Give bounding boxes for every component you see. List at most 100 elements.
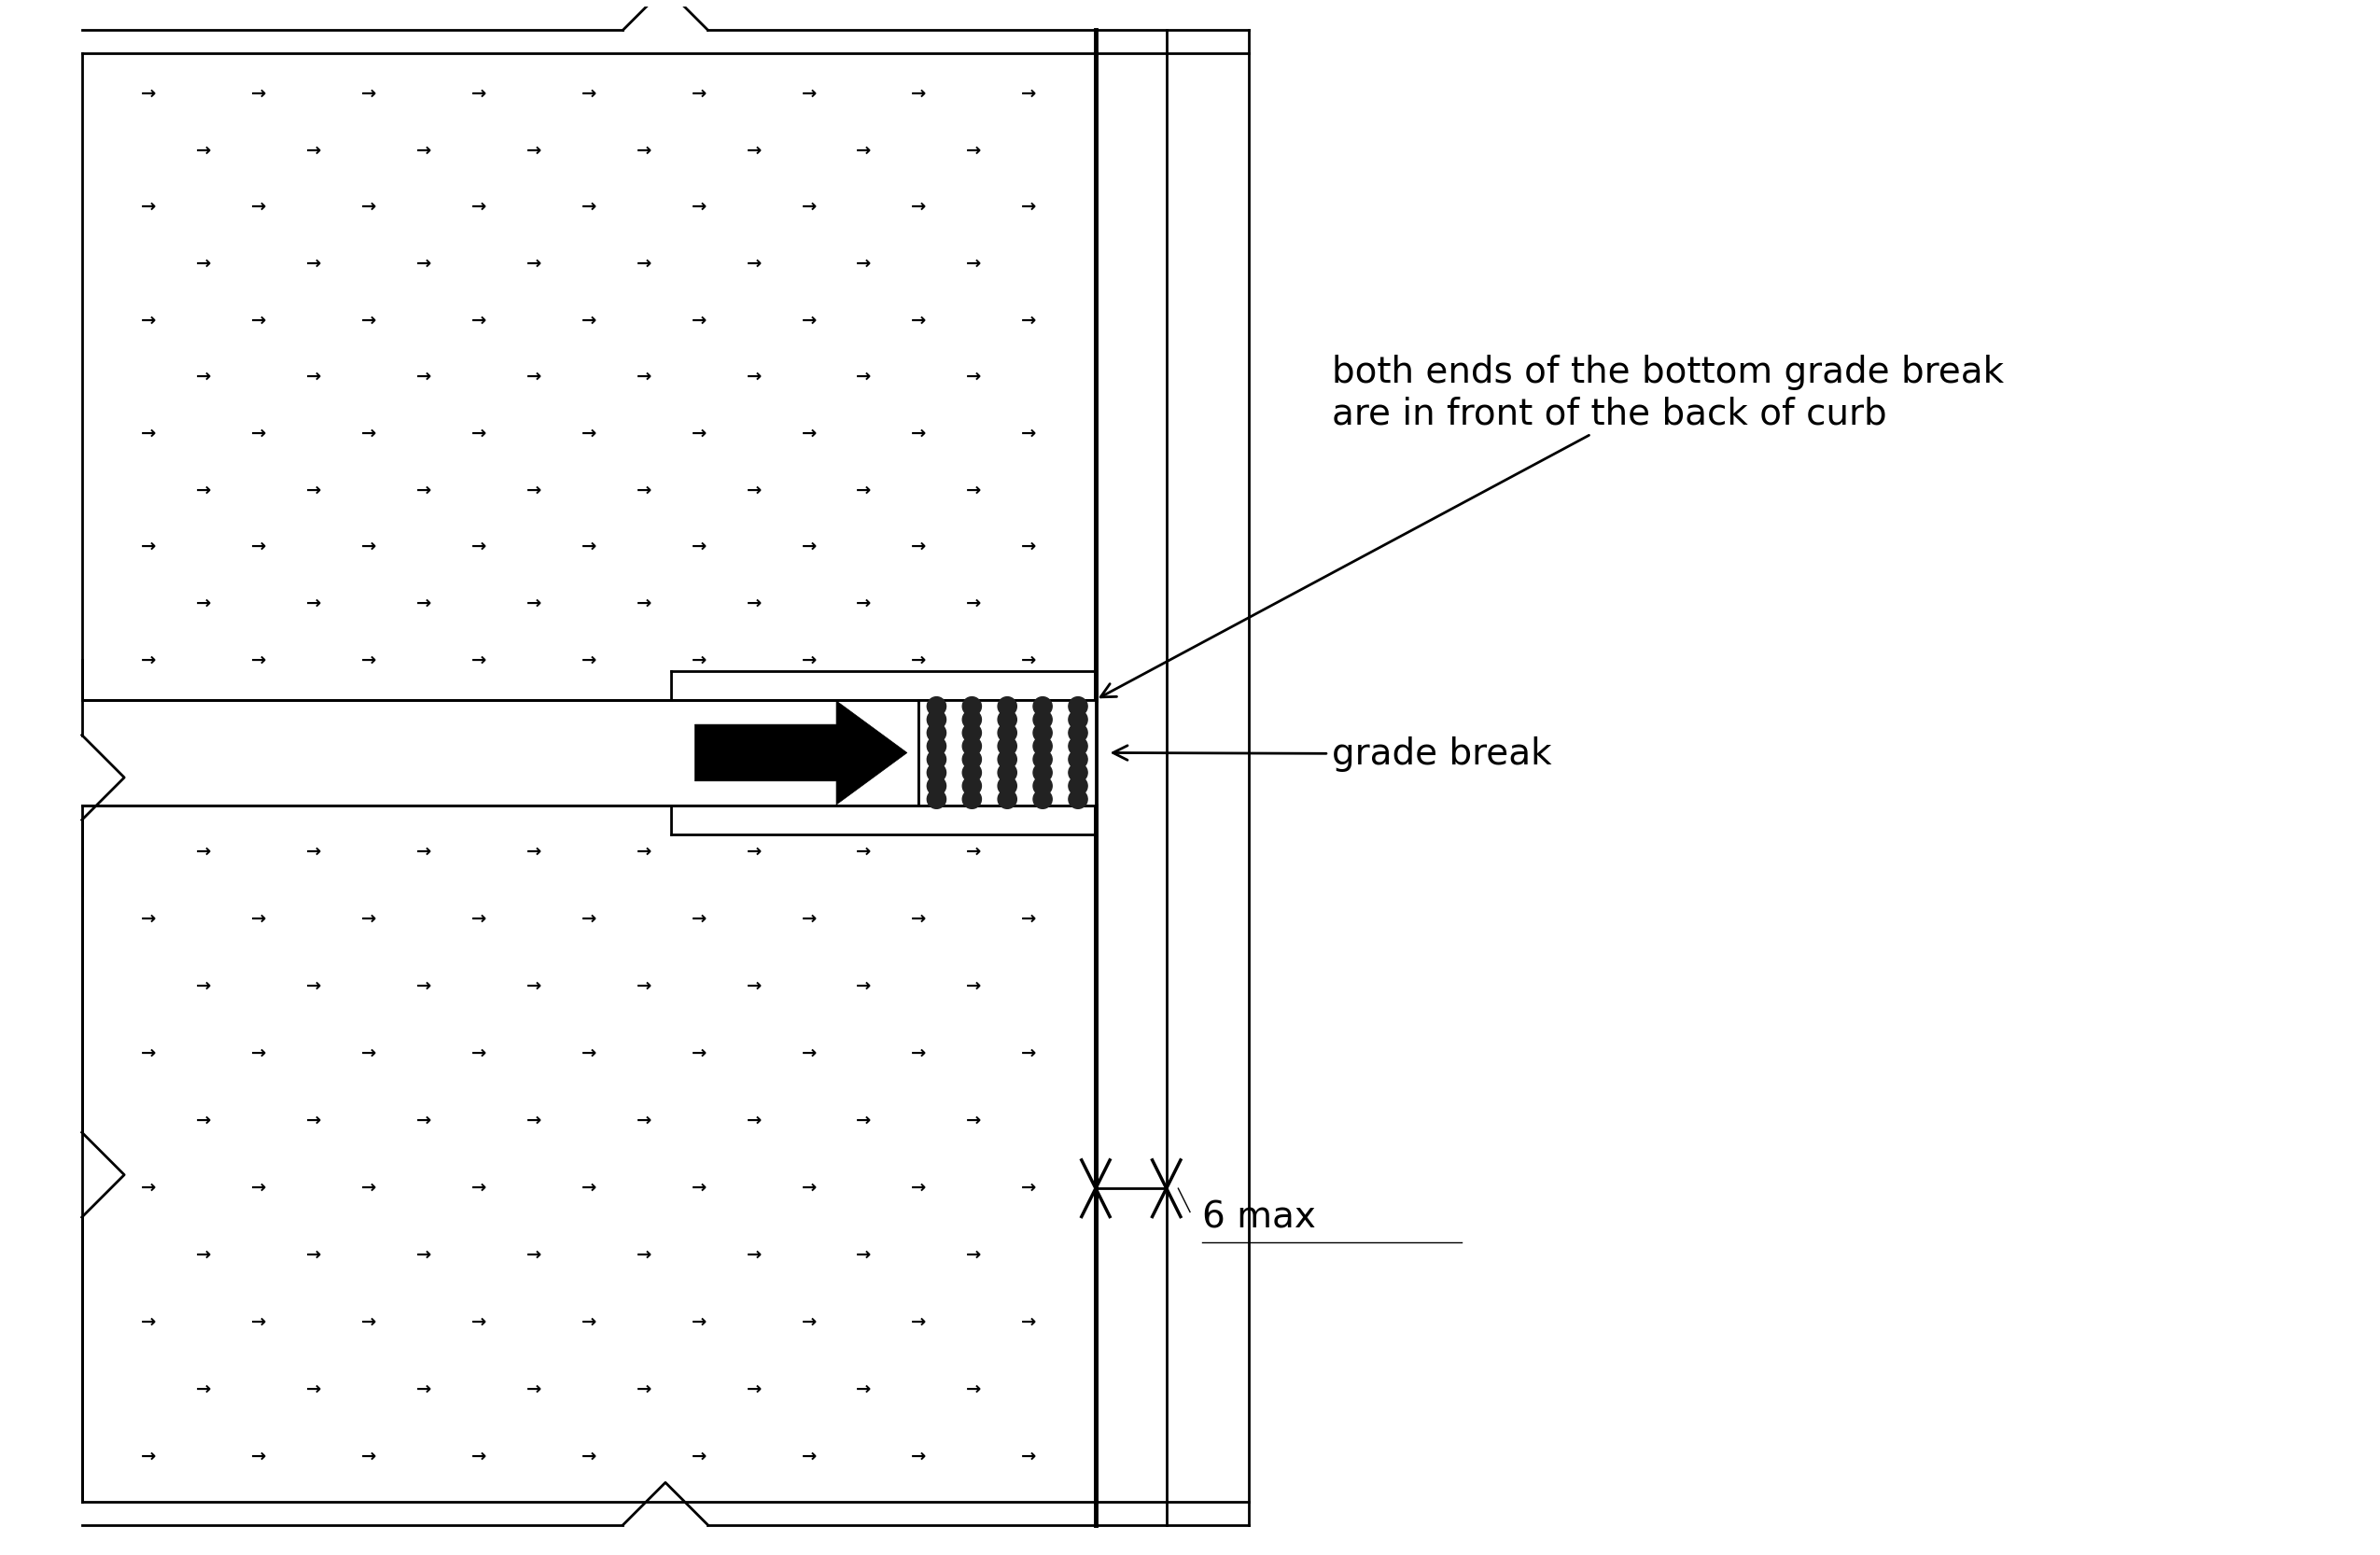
Text: →: →	[1021, 1179, 1038, 1196]
Circle shape	[997, 790, 1016, 809]
Text: →: →	[526, 142, 540, 159]
Circle shape	[997, 776, 1016, 795]
Text: →: →	[581, 86, 597, 103]
Text: →: →	[250, 311, 267, 330]
Text: →: →	[307, 594, 321, 611]
Text: →: →	[140, 538, 157, 555]
Circle shape	[928, 776, 945, 795]
Text: →: →	[912, 425, 926, 442]
Text: →: →	[195, 1379, 212, 1398]
Text: →: →	[250, 538, 267, 555]
Text: →: →	[140, 425, 157, 442]
Text: →: →	[195, 480, 212, 499]
Text: →: →	[307, 843, 321, 860]
Text: →: →	[581, 1043, 597, 1062]
Text: →: →	[747, 594, 762, 611]
Text: →: →	[471, 86, 486, 103]
Text: →: →	[526, 843, 540, 860]
Text: →: →	[966, 255, 981, 272]
Text: →: →	[307, 369, 321, 386]
Text: →: →	[635, 480, 652, 499]
Text: →: →	[857, 1379, 871, 1398]
Circle shape	[1033, 790, 1052, 809]
Circle shape	[997, 697, 1016, 715]
Text: →: →	[857, 255, 871, 272]
Text: →: →	[416, 255, 431, 272]
Text: →: →	[195, 369, 212, 386]
Text: →: →	[416, 843, 431, 860]
Text: →: →	[195, 843, 212, 860]
Polygon shape	[695, 701, 907, 804]
Text: →: →	[416, 142, 431, 159]
Text: →: →	[250, 86, 267, 103]
Text: grade break: grade break	[1114, 736, 1552, 771]
Circle shape	[1069, 737, 1088, 756]
Text: →: →	[802, 311, 816, 330]
Text: →: →	[912, 650, 926, 669]
Text: →: →	[635, 142, 652, 159]
Text: →: →	[802, 1448, 816, 1465]
Text: →: →	[857, 480, 871, 499]
Text: →: →	[635, 843, 652, 860]
Circle shape	[997, 723, 1016, 742]
Text: →: →	[195, 142, 212, 159]
Circle shape	[1069, 711, 1088, 729]
Text: →: →	[362, 650, 376, 669]
Text: →: →	[690, 311, 707, 330]
Text: →: →	[250, 1312, 267, 1331]
Text: →: →	[250, 1043, 267, 1062]
Text: →: →	[747, 480, 762, 499]
Circle shape	[962, 750, 981, 768]
Circle shape	[997, 750, 1016, 768]
Text: →: →	[747, 1246, 762, 1263]
Text: →: →	[1021, 1448, 1038, 1465]
Text: →: →	[747, 1379, 762, 1398]
Text: both ends of the bottom grade break
are in front of the back of curb: both ends of the bottom grade break are …	[1100, 355, 2004, 697]
Circle shape	[928, 764, 945, 782]
Text: →: →	[581, 538, 597, 555]
Text: →: →	[307, 1246, 321, 1263]
Text: →: →	[526, 977, 540, 995]
Text: →: →	[747, 255, 762, 272]
Circle shape	[1033, 764, 1052, 782]
Text: →: →	[690, 1043, 707, 1062]
Circle shape	[962, 723, 981, 742]
Text: →: →	[307, 1379, 321, 1398]
Text: →: →	[966, 1246, 981, 1263]
Circle shape	[928, 711, 945, 729]
Text: →: →	[966, 1379, 981, 1398]
Text: →: →	[802, 425, 816, 442]
Circle shape	[1033, 776, 1052, 795]
Circle shape	[962, 764, 981, 782]
Circle shape	[928, 723, 945, 742]
Text: →: →	[802, 1043, 816, 1062]
Text: →: →	[690, 650, 707, 669]
Text: →: →	[966, 977, 981, 995]
Text: →: →	[1021, 86, 1038, 103]
Text: →: →	[526, 594, 540, 611]
Text: →: →	[140, 1448, 157, 1465]
Text: →: →	[635, 594, 652, 611]
Text: →: →	[471, 538, 486, 555]
Text: →: →	[362, 1312, 376, 1331]
Text: →: →	[362, 1043, 376, 1062]
Text: →: →	[416, 977, 431, 995]
Text: →: →	[471, 910, 486, 927]
Text: →: →	[416, 594, 431, 611]
Circle shape	[962, 697, 981, 715]
Circle shape	[1069, 764, 1088, 782]
Circle shape	[962, 737, 981, 756]
Text: →: →	[747, 1112, 762, 1129]
Text: →: →	[416, 1112, 431, 1129]
Text: →: →	[250, 425, 267, 442]
Text: →: →	[362, 197, 376, 216]
Text: →: →	[690, 1448, 707, 1465]
Text: →: →	[857, 142, 871, 159]
Text: →: →	[416, 1246, 431, 1263]
Text: →: →	[140, 86, 157, 103]
Text: →: →	[1021, 538, 1038, 555]
Text: →: →	[471, 311, 486, 330]
Text: →: →	[690, 1312, 707, 1331]
Text: →: →	[912, 910, 926, 927]
Circle shape	[1033, 750, 1052, 768]
